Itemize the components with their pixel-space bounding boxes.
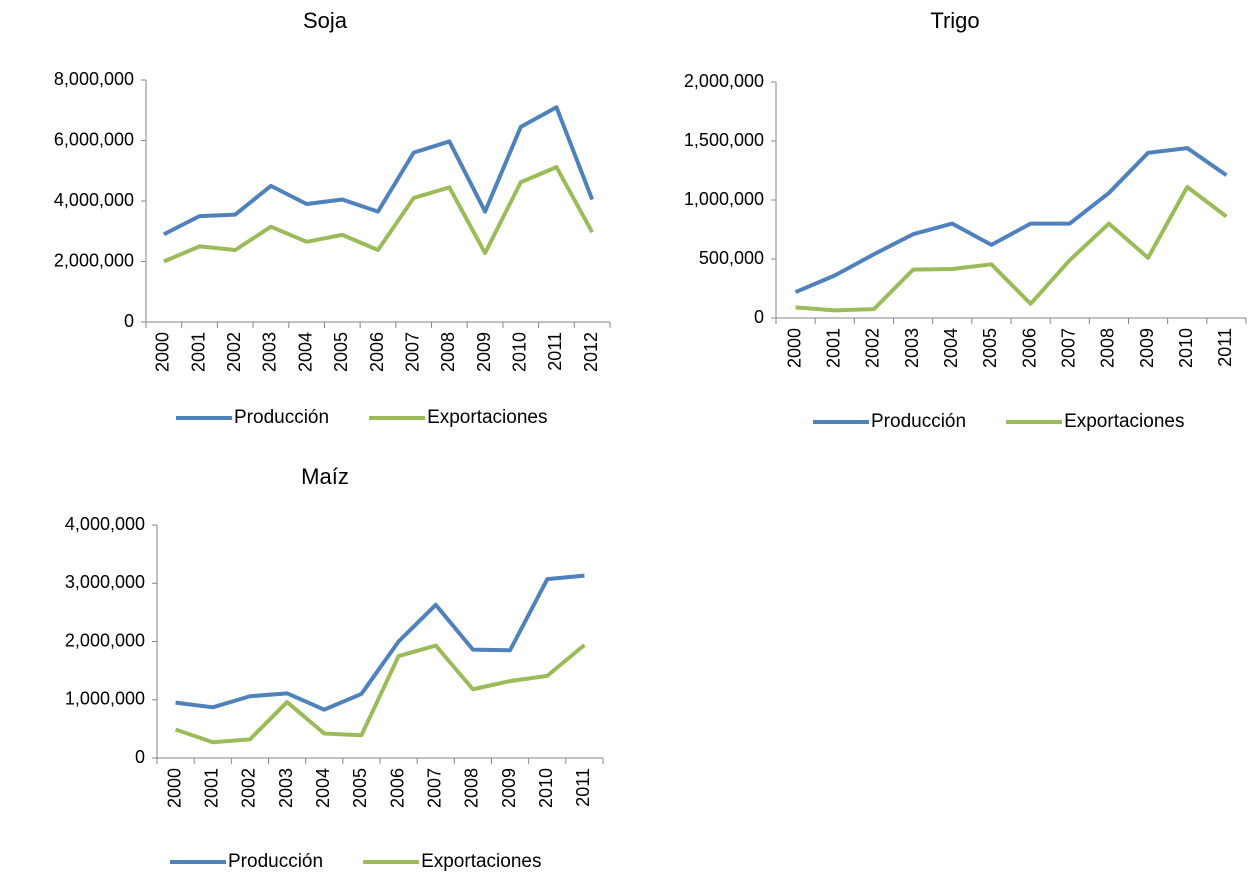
x-tick-label: 2011 (545, 332, 565, 371)
y-tick-label: 6,000,000 (54, 129, 134, 149)
x-tick-label: 2006 (387, 768, 407, 808)
legend-label: Exportaciones (421, 851, 541, 872)
series-line (163, 165, 594, 264)
y-tick-label: 2,000,000 (684, 71, 764, 91)
x-tick-label: 2007 (402, 332, 422, 372)
x-tick-label: 2006 (367, 332, 387, 372)
x-tick-label: 2008 (438, 332, 458, 372)
x-tick-label: 2001 (188, 332, 208, 372)
x-tick-label: 2012 (581, 332, 601, 372)
x-tick-label: 2000 (784, 328, 804, 368)
legend-label: Producción (871, 411, 966, 432)
y-tick-label: 500,000 (699, 248, 764, 268)
legend-label: Producción (228, 851, 323, 872)
x-tick-label: 2002 (239, 768, 259, 808)
series-line (175, 573, 585, 712)
x-tick-label: 2002 (863, 328, 883, 368)
y-tick-label: 4,000,000 (65, 514, 145, 534)
y-tick-label: 0 (124, 311, 134, 331)
y-tick-label: 8,000,000 (54, 69, 134, 89)
x-tick-label: 2003 (260, 332, 280, 372)
x-tick-label: 2010 (536, 768, 556, 808)
x-tick-label: 2001 (202, 768, 222, 808)
x-tick-label: 2004 (295, 332, 315, 372)
x-tick-label: 2000 (153, 332, 173, 372)
legend-label: Exportaciones (1064, 411, 1184, 432)
x-tick-label: 2007 (425, 768, 445, 808)
y-tick-label: 0 (754, 307, 764, 327)
x-tick-label: 2004 (941, 328, 961, 368)
line-chart: Maíz 0 1,000,000 2,000,000 3,000,000 4,000,00… (65, 464, 604, 872)
x-tick-label: 2001 (824, 328, 844, 368)
x-tick-label: 2002 (224, 332, 244, 372)
x-tick-label: 2011 (1215, 328, 1235, 367)
chart-title: Soja (303, 8, 348, 33)
x-tick-label: 2009 (1137, 328, 1157, 368)
x-tick-label: 2009 (474, 332, 494, 372)
line-chart: Trigo 0 500,000 1,000,000 1,500,000 2,000,000… (684, 8, 1247, 432)
y-tick-label: 1,000,000 (65, 689, 145, 709)
legend-label: Exportaciones (427, 407, 547, 428)
chart-title: Maíz (301, 464, 349, 489)
y-tick-label: 4,000,000 (54, 190, 134, 210)
x-tick-label: 2009 (499, 768, 519, 808)
y-tick-label: 2,000,000 (54, 250, 134, 270)
x-tick-label: 2003 (276, 768, 296, 808)
x-tick-label: 2010 (510, 332, 530, 372)
x-tick-label: 2005 (350, 768, 370, 808)
x-tick-label: 2008 (462, 768, 482, 808)
x-tick-label: 2011 (573, 768, 593, 807)
x-tick-label: 2003 (902, 328, 922, 368)
x-tick-label: 2008 (1098, 328, 1118, 368)
y-tick-label: 3,000,000 (65, 572, 145, 592)
series-line (162, 105, 595, 237)
y-tick-label: 0 (135, 747, 145, 767)
x-tick-label: 2005 (331, 332, 351, 372)
x-tick-label: 2005 (980, 328, 1000, 368)
series-line (174, 643, 586, 745)
x-tick-label: 2010 (1176, 328, 1196, 368)
line-chart: Soja 0 2,000,000 4,000,000 6,000,000 8,000,00… (54, 8, 611, 428)
y-tick-label: 1,500,000 (684, 130, 764, 150)
x-tick-label: 2007 (1059, 328, 1079, 368)
series-line (794, 146, 1228, 294)
chart-title: Trigo (930, 8, 979, 33)
x-tick-label: 2006 (1019, 328, 1039, 368)
legend-label: Producción (234, 407, 329, 428)
y-tick-label: 1,000,000 (684, 189, 764, 209)
y-tick-label: 2,000,000 (65, 630, 145, 650)
series-line (795, 185, 1228, 313)
x-tick-label: 2000 (164, 768, 184, 808)
x-tick-label: 2004 (313, 768, 333, 808)
